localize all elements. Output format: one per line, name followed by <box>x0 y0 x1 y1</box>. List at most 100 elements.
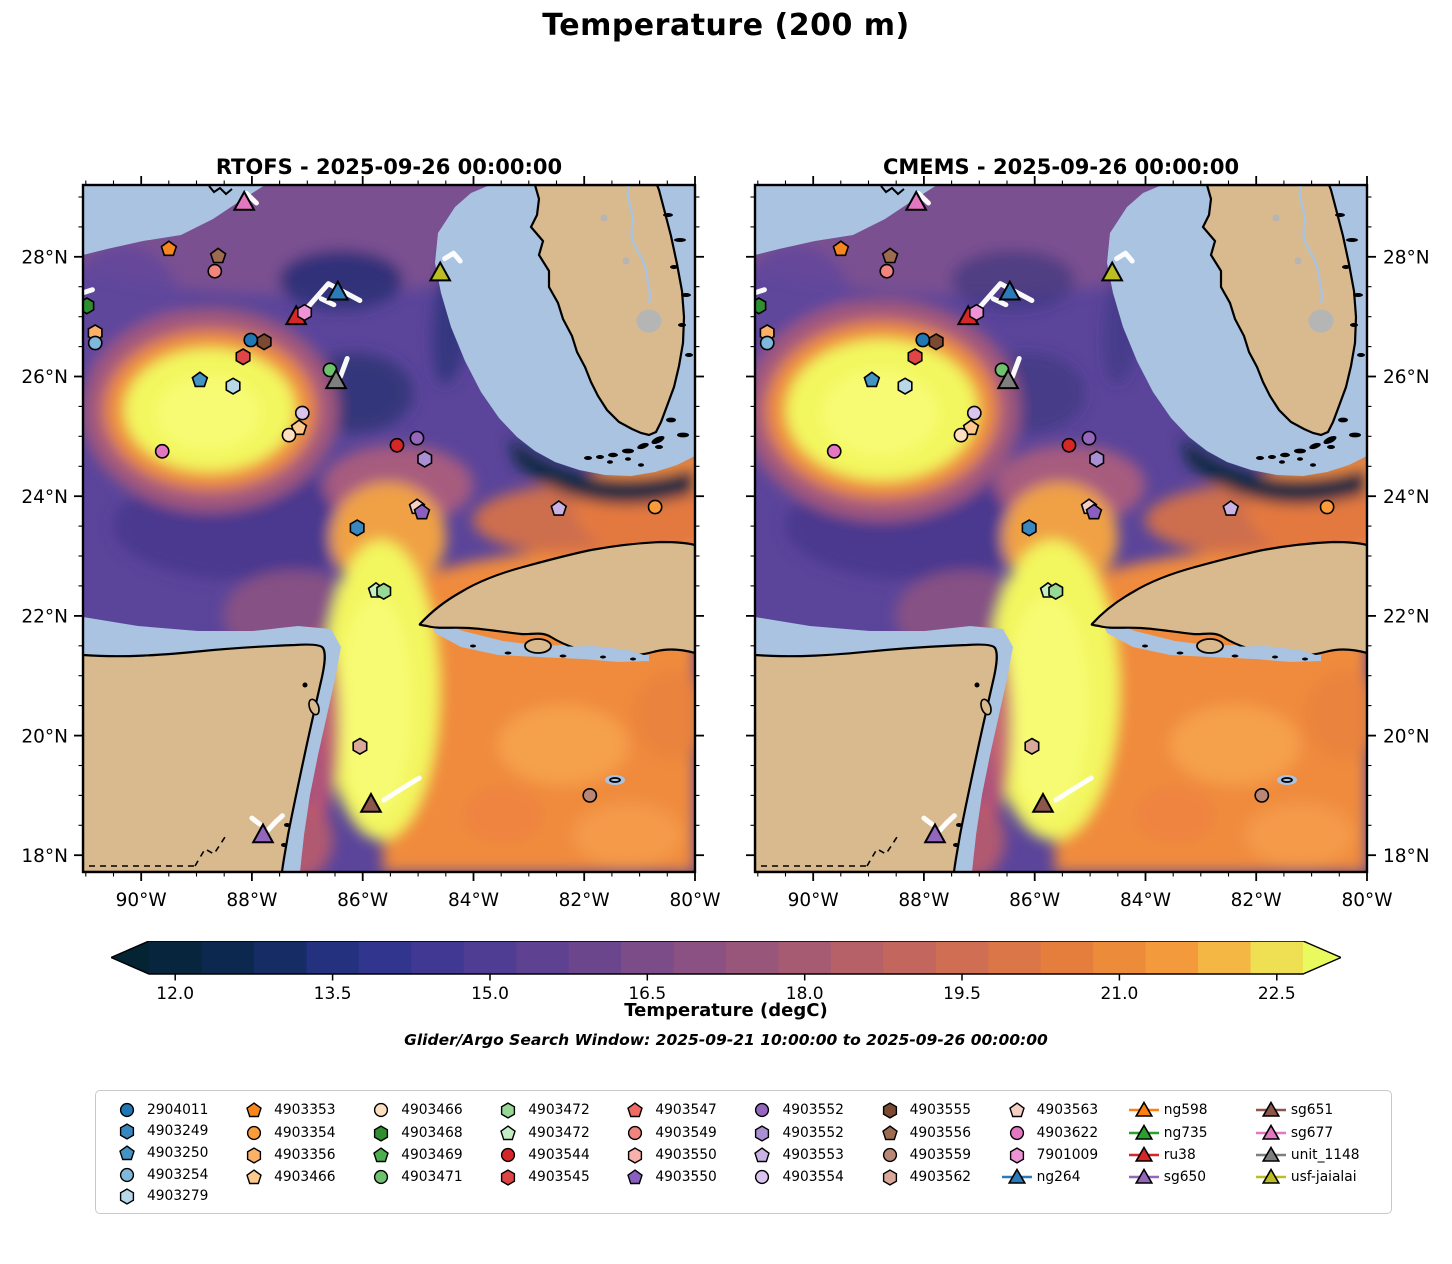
y-tick-label: 26°N <box>21 367 68 388</box>
legend-item-label: sg677 <box>1290 1124 1334 1141</box>
border-dashes <box>761 836 898 867</box>
legend-item-label: 4903254 <box>147 1166 209 1183</box>
map-marker-sg677 <box>232 189 256 211</box>
legend-item-label: 4903544 <box>528 1146 590 1163</box>
legend-item-4903356: 4903356 <box>237 1144 364 1166</box>
argo-marker-icon <box>119 1102 135 1117</box>
land-cuba <box>418 540 695 657</box>
y-tick-label: 28°N <box>1383 247 1430 268</box>
map-marker-4903254 <box>87 335 103 351</box>
legend-item-label: 2904011 <box>147 1101 209 1118</box>
argo-marker-icon <box>246 1102 262 1118</box>
map-marker-4903472 <box>1048 582 1064 601</box>
legend-item-sg677: sg677 <box>1254 1121 1381 1143</box>
legend-item-label: 4903559 <box>909 1146 972 1163</box>
argo-marker-icon <box>501 1102 516 1119</box>
legend-column: 2904011 4903249 4903250 4903254 4903279 <box>110 1099 237 1207</box>
legend-item-label: 4903356 <box>274 1146 336 1163</box>
map-marker-sg650 <box>923 822 947 844</box>
legend-column: ng598 ng735 ru38 sg650 <box>1127 1099 1254 1207</box>
glider-track <box>263 813 285 835</box>
yucatan-islets <box>281 682 308 847</box>
legend-item-label: 4903556 <box>909 1124 972 1141</box>
lake-small <box>600 214 608 222</box>
map-marker-7901009 <box>969 303 985 322</box>
x-tick-label: 80°W <box>669 890 720 911</box>
glider-marker-icon <box>1128 1168 1159 1185</box>
legend-item-label: 4903553 <box>782 1146 844 1163</box>
map-marker-4903554 <box>966 405 982 421</box>
map-marker-4903468 <box>83 297 95 315</box>
glider-tracks <box>755 190 1135 835</box>
glider-track <box>83 287 95 296</box>
panel-title-cmems: CMEMS - 2025-09-26 00:00:00 <box>882 155 1240 179</box>
legend-item-4903556: 4903556 <box>873 1121 1000 1143</box>
legend-item-4903471: 4903471 <box>364 1166 491 1188</box>
legend-column: 4903563 4903622 7901009 ng264 <box>1000 1099 1127 1207</box>
lake-small <box>1272 214 1280 222</box>
legend-item-4903553: 4903553 <box>745 1144 872 1166</box>
legend-item-label: 4903550 <box>655 1169 717 1186</box>
legend-item-4903622: 4903622 <box>1000 1121 1127 1143</box>
legend-item-4903466: 4903466 <box>237 1166 364 1188</box>
legend-item-4903547: 4903547 <box>618 1099 745 1121</box>
colorbar-tick-label: 15.0 <box>471 984 509 1004</box>
x-tick-label: 90°W <box>116 890 167 911</box>
argo-marker-icon <box>501 1169 516 1187</box>
glider-track <box>990 296 1009 308</box>
legend-item-label: usf-jaialai <box>1290 1169 1357 1186</box>
florida-keys-islets <box>584 435 665 460</box>
shelf-mask-cayman <box>605 775 625 785</box>
argo-marker-icon <box>373 1147 390 1163</box>
colorbar-svg: 12.0 13.5 15.0 16.5 18.0 19.5 21.0 22.5 <box>109 940 1343 1004</box>
map-marker-4903249 <box>1021 519 1037 537</box>
legend-item-label: 4903471 <box>401 1169 463 1186</box>
legend-item-4903354: 4903354 <box>237 1121 364 1143</box>
map-marker-4903556 <box>881 247 899 264</box>
glider-track <box>338 356 350 379</box>
legend-item-2904011: 2904011 <box>110 1099 237 1121</box>
x-tick-label: 86°W <box>1009 890 1060 911</box>
lake-okeechobee <box>1308 309 1334 333</box>
legend-item-ng264: ng264 <box>1000 1166 1127 1188</box>
glider-marker-icon <box>1255 1123 1286 1140</box>
colorbar: 12.0 13.5 15.0 16.5 18.0 19.5 21.0 22.5 <box>109 940 1343 1005</box>
land-cuba <box>1090 540 1367 657</box>
argo-marker-icon <box>627 1102 644 1118</box>
delta-coast-squiggle <box>880 185 905 196</box>
legend-item-label: 4903466 <box>274 1169 336 1186</box>
map-marker-4903549 <box>879 263 895 279</box>
legend-item-label: 4903622 <box>1036 1124 1099 1141</box>
map-marker-4903559 <box>1254 788 1270 803</box>
map-marker-4903279 <box>897 377 913 395</box>
legend-item-label: 4903552 <box>782 1102 844 1119</box>
argo-marker-icon <box>628 1125 643 1140</box>
x-tick-label: 86°W <box>337 890 388 911</box>
argo-marker-icon <box>501 1147 516 1163</box>
legend-item-4903550: 4903550 <box>618 1144 745 1166</box>
legend-item-label: 4903547 <box>655 1102 717 1119</box>
legend-item-label: 4903250 <box>147 1144 209 1161</box>
map-marker-sg651 <box>359 791 383 813</box>
border-dashes <box>89 836 226 867</box>
glider-track <box>381 775 422 803</box>
argo-marker-icon <box>374 1170 389 1185</box>
map-marker-4903622 <box>826 443 842 459</box>
glider-track <box>935 813 957 835</box>
map-panel-cmems: 90°W 88°W 86°W 84°W 82°W 80°W 28°N 26°N 24°N 22°N… <box>680 140 1442 915</box>
legend-item-unit_1148: unit_1148 <box>1254 1144 1381 1166</box>
bahamas-islets <box>607 213 693 467</box>
legend-item-4903472: 4903472 <box>491 1099 618 1121</box>
legend-item-label: 4903466 <box>401 1102 463 1119</box>
map-marker-2904011 <box>915 332 931 348</box>
legend-item-4903554: 4903554 <box>745 1166 872 1188</box>
map-marker-4903354 <box>1319 499 1335 515</box>
platform-markers <box>755 189 1335 844</box>
glider-track <box>915 190 931 206</box>
glider-track <box>1053 775 1094 803</box>
yucatan-islets <box>953 682 980 847</box>
legend-item-4903555: 4903555 <box>873 1099 1000 1121</box>
cozumel-island <box>308 698 320 716</box>
argo-marker-icon <box>627 1169 644 1185</box>
glider-track <box>243 190 259 206</box>
